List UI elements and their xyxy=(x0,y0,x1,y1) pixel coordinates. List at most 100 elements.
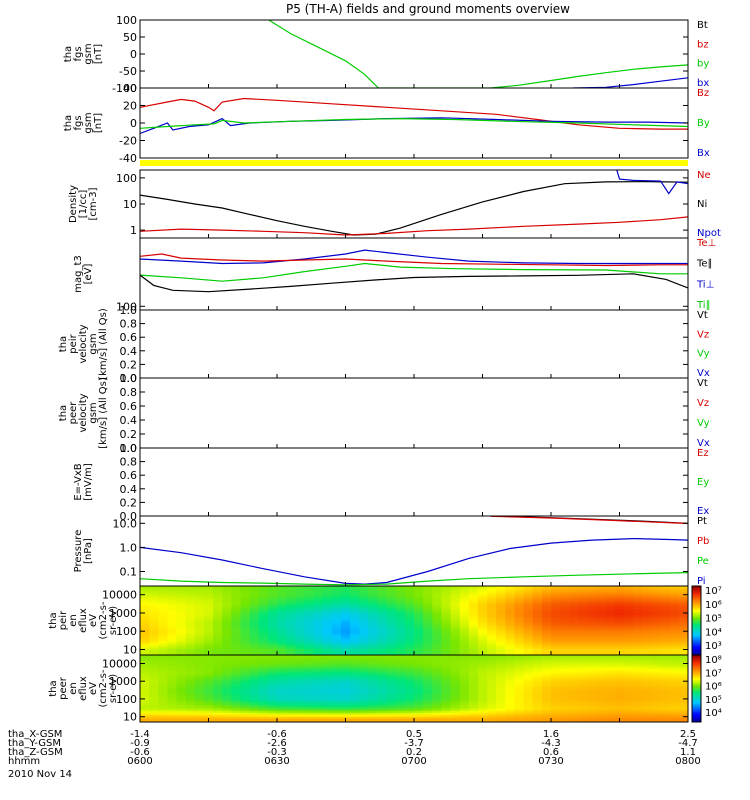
spectrogram-cell xyxy=(295,618,305,622)
spectrogram-cell xyxy=(267,622,278,626)
spectrogram-cell xyxy=(505,690,515,694)
spectrogram-cell xyxy=(313,688,324,692)
spectrogram-cell xyxy=(222,698,232,701)
spectrogram-cell xyxy=(532,658,543,662)
spectrogram-cell xyxy=(194,596,205,599)
spectrogram-cell xyxy=(541,690,552,694)
spectrogram-cell xyxy=(313,698,324,701)
spectrogram-cell xyxy=(331,640,342,644)
spectrogram-cell xyxy=(295,686,305,690)
spectrogram-cell xyxy=(331,602,342,605)
spectrogram-cell xyxy=(404,664,415,668)
spectrogram-cell xyxy=(560,612,570,615)
spectrogram-cell xyxy=(551,664,561,668)
spectrogram-cell xyxy=(404,606,415,609)
spectrogram-cell xyxy=(459,586,470,589)
spectrogram-cell xyxy=(459,598,470,601)
spectrogram-cell xyxy=(587,622,598,626)
spectrogram-cell xyxy=(487,658,497,662)
spectrogram-cell xyxy=(194,662,205,666)
spectrogram-cell xyxy=(267,588,278,591)
spectrogram-cell xyxy=(322,680,333,684)
y-tick-label: 0.8 xyxy=(120,318,138,331)
spectrogram-cell xyxy=(414,712,424,715)
spectrogram-cell xyxy=(678,668,688,672)
spectrogram-cell xyxy=(213,682,223,686)
spectrogram-cell xyxy=(605,702,616,705)
spectrogram-cell xyxy=(642,624,652,628)
colorbar-cell xyxy=(692,617,701,620)
spectrogram-cell xyxy=(222,640,232,644)
spectrogram-cell xyxy=(633,710,643,713)
spectrogram-cell xyxy=(487,682,497,686)
spectrogram-cell xyxy=(176,680,187,684)
spectrogram-cell xyxy=(514,714,525,717)
spectrogram-cell xyxy=(286,676,296,680)
spectrogram-cell xyxy=(340,634,351,638)
spectrogram-cell xyxy=(487,690,497,694)
spectrogram-cell xyxy=(249,636,260,640)
spectrogram-cell xyxy=(551,634,561,638)
spectrogram-cell xyxy=(222,632,232,636)
spectrogram-cell xyxy=(523,684,534,688)
spectrogram-cell xyxy=(468,655,479,658)
spectrogram-cell xyxy=(295,604,305,607)
spectrogram-cell xyxy=(605,670,616,674)
spectrogram-cell xyxy=(258,622,269,626)
spectrogram-cell xyxy=(569,700,579,703)
spectrogram-cell xyxy=(532,718,543,721)
spectrogram-cell xyxy=(523,704,534,707)
spectrogram-cell xyxy=(213,620,223,624)
spectrogram-cell xyxy=(176,690,187,694)
spectrogram-cell xyxy=(614,658,625,662)
spectrogram-cell xyxy=(203,714,214,717)
spectrogram-cell xyxy=(669,710,680,713)
spectrogram-cell xyxy=(240,626,251,630)
spectrogram-cell xyxy=(231,674,241,678)
legend-entry: Pe xyxy=(697,556,709,567)
spectrogram xyxy=(140,586,688,655)
spectrogram-cell xyxy=(258,624,269,628)
spectrogram-cell xyxy=(395,618,406,622)
spectrogram-cell xyxy=(149,628,159,632)
spectrogram-cell xyxy=(295,653,305,655)
spectrogram-cell xyxy=(633,622,643,626)
spectrogram-cell xyxy=(514,602,525,605)
spectrogram-cell xyxy=(532,622,543,626)
spectrogram-cell xyxy=(669,684,680,688)
spectrogram-cell xyxy=(505,702,515,705)
spectrogram-cell xyxy=(194,694,205,697)
colorbar-cell xyxy=(692,715,701,718)
time-axis-row-label: hhmm xyxy=(8,756,40,767)
spectrogram-cell xyxy=(487,720,497,722)
spectrogram-cell xyxy=(377,674,388,678)
spectrogram-cell xyxy=(423,588,433,591)
spectrogram-cell xyxy=(203,646,214,650)
spectrogram-cell xyxy=(386,614,397,617)
spectrogram-cell xyxy=(459,638,470,642)
spectrogram-cell xyxy=(286,590,296,593)
spectrogram-cell xyxy=(596,618,607,622)
legend-entry: Pi xyxy=(697,576,706,587)
spectrogram-cell xyxy=(441,664,452,668)
spectrogram-cell xyxy=(414,690,424,694)
spectrogram-cell xyxy=(404,672,415,676)
spectrogram-cell xyxy=(569,686,579,690)
spectrogram-cell xyxy=(395,694,406,697)
spectrogram-cell xyxy=(605,682,616,686)
spectrogram-cell xyxy=(222,636,232,640)
spectrogram-cell xyxy=(185,598,196,601)
spectrogram-cell xyxy=(377,646,388,650)
spectrogram-cell xyxy=(194,686,205,690)
spectrogram-cell xyxy=(514,590,525,593)
colorbar-cell xyxy=(692,658,701,661)
spectrogram-cell xyxy=(240,682,251,686)
spectrogram-cell xyxy=(359,612,369,615)
spectrogram-cell xyxy=(569,684,579,688)
spectrogram-cell xyxy=(560,676,570,680)
spectrogram-cell xyxy=(340,620,351,624)
spectrogram-cell xyxy=(304,690,315,694)
spectrogram-cell xyxy=(267,653,278,655)
spectrogram-cell xyxy=(551,586,561,589)
spectrogram-cell xyxy=(194,590,205,593)
